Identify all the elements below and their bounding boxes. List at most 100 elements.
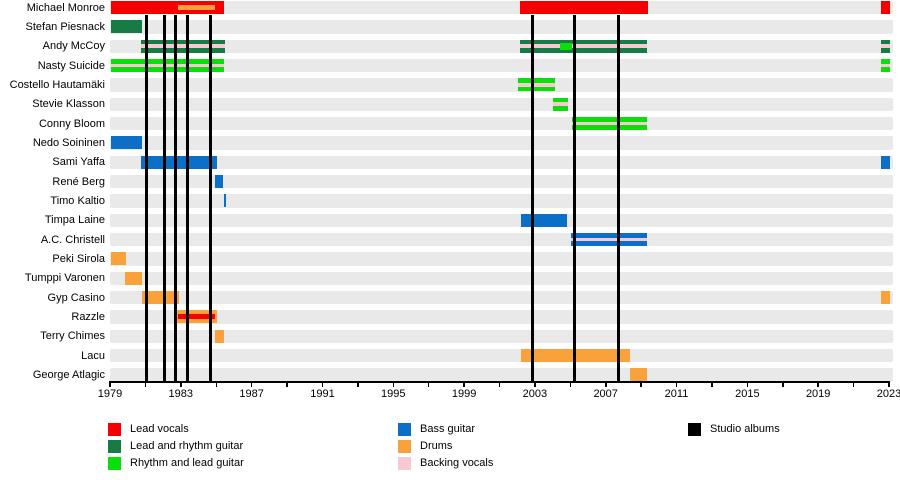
legend-label-lead-vocals: Lead vocals	[130, 423, 189, 435]
member-label-a-c-christell: A.C. Christell	[40, 233, 105, 246]
axis-label-2011: 2011	[664, 388, 689, 400]
row-band-sami-yaffa	[110, 155, 893, 169]
role-bar-gyp-casino-drums	[881, 291, 890, 305]
row-band-stevie-klasson	[110, 97, 893, 111]
member-label-razzle: Razzle	[71, 310, 105, 323]
studio-album-line	[162, 15, 166, 382]
member-label-lacu: Lacu	[81, 349, 105, 362]
legend-label-studio-albums: Studio albums	[710, 423, 780, 435]
member-label-stevie-klasson: Stevie Klasson	[32, 98, 105, 111]
studio-album-line	[530, 15, 534, 382]
legend-label-bass-guitar: Bass guitar	[420, 423, 476, 435]
row-band-stefan-piesnack	[110, 20, 893, 34]
axis-label-1983: 1983	[168, 388, 194, 400]
member-label-tumppi-varonen: Tumppi Varonen	[24, 272, 105, 285]
overlay-stripe-drums	[178, 5, 216, 11]
row-band-costello-hautam-ki	[110, 78, 893, 92]
overlay-stripe-rhythm_lead_guitar	[559, 43, 573, 50]
studio-album-line	[174, 15, 177, 382]
row-band-timpa-laine	[110, 213, 893, 227]
role-bar-timo-kaltio-bass	[224, 194, 226, 208]
row-band-lacu	[110, 348, 893, 363]
member-label-peki-sirola: Peki Sirola	[52, 252, 105, 265]
legend-label-backing-vocals: Backing vocals	[420, 457, 494, 469]
axis-tick	[250, 382, 253, 387]
axis-label-1987: 1987	[239, 388, 264, 400]
member-label-stefan-piesnack: Stefan Piesnack	[25, 20, 106, 33]
role-bar-andy-mccoy-lead_rhythm_guitar	[881, 39, 890, 53]
role-bar-sami-yaffa-bass	[881, 155, 890, 169]
member-label-conny-bloom: Conny Bloom	[38, 117, 105, 130]
axis-tick	[640, 382, 642, 387]
legend-swatch-backing-vocals	[398, 457, 411, 470]
row-band-a-c-christell	[110, 232, 893, 247]
role-bar-stefan-piesnack-lead_rhythm_guitar	[110, 20, 142, 34]
axis-tick	[711, 382, 713, 387]
row-band-peki-sirola	[110, 252, 893, 266]
row-band-nasty-suicide	[110, 58, 893, 73]
axis-tick	[605, 382, 607, 387]
row-band-nedo-soininen	[110, 136, 893, 150]
axis-tick	[321, 382, 324, 387]
member-label-ren-berg: René Berg	[52, 175, 105, 188]
axis-label-2003: 2003	[522, 388, 548, 400]
member-label-andy-mccoy: Andy McCoy	[42, 40, 105, 53]
row-band-george-atlagic	[110, 368, 893, 382]
member-label-costello-hautam-ki: Costello Hautamäki	[9, 78, 105, 91]
legend-swatch-drums	[398, 440, 411, 453]
legend-swatch-bass-guitar	[398, 423, 411, 436]
role-bar-timpa-laine-bass	[520, 213, 567, 227]
axis-tick	[286, 382, 288, 387]
row-band-razzle	[110, 310, 893, 324]
axis-tick	[852, 382, 855, 387]
legend-swatch-studio-albums	[688, 423, 701, 436]
legend-label-drums: Drums	[420, 440, 453, 452]
role-bar-michael-monroe-lead_vocals	[519, 1, 649, 15]
axis-label-1999: 1999	[451, 388, 477, 400]
overlay-stripe-backing_vocals	[572, 121, 648, 126]
axis-label-1979: 1979	[97, 388, 123, 400]
studio-album-line	[573, 15, 577, 382]
studio-album-line	[144, 15, 148, 382]
overlay-stripe-backing_vocals	[110, 63, 225, 68]
role-bar-peki-sirola-drums	[110, 252, 126, 266]
role-bar-nasty-suicide-rhythm_lead_guitar	[881, 59, 890, 73]
member-label-nedo-soininen: Nedo Soininen	[32, 136, 105, 149]
row-band-gyp-casino	[110, 290, 893, 305]
role-bar-a-c-christell-bass	[571, 233, 648, 247]
row-band-terry-chimes	[110, 329, 893, 343]
axis-tick	[463, 382, 465, 387]
member-label-timo-kaltio: Timo Kaltio	[50, 194, 105, 207]
role-bar-michael-monroe-lead_vocals	[110, 1, 225, 15]
overlay-stripe-backing_vocals	[519, 44, 648, 49]
studio-album-line	[185, 15, 189, 382]
overlay-stripe-backing_vocals	[141, 44, 226, 49]
axis-tick	[888, 382, 890, 387]
x-axis-line	[109, 381, 890, 383]
axis-tick	[392, 382, 394, 387]
role-bar-andy-mccoy-lead_rhythm_guitar	[519, 39, 648, 53]
member-label-sami-yaffa: Sami Yaffa	[52, 156, 105, 169]
role-bar-tumppi-varonen-drums	[125, 271, 142, 285]
axis-label-1995: 1995	[381, 388, 406, 400]
axis-tick	[427, 382, 430, 387]
role-bar-ren-berg-bass	[215, 175, 224, 189]
axis-tick	[109, 382, 111, 387]
axis-tick	[782, 382, 784, 387]
role-bar-andy-mccoy-lead_rhythm_guitar	[141, 39, 226, 53]
overlay-stripe-lead_vocals	[178, 314, 216, 320]
axis-label-2015: 2015	[735, 388, 760, 400]
row-band-conny-bloom	[110, 116, 893, 131]
legend-swatch-rhythm-and-lead-guitar	[108, 457, 121, 470]
overlay-stripe-backing_vocals	[518, 83, 556, 87]
axis-tick	[675, 382, 678, 387]
row-band-timo-kaltio	[110, 194, 893, 208]
member-label-michael-monroe: Michael Monroe	[26, 1, 105, 14]
member-label-george-atlagic: George Atlagic	[32, 368, 105, 381]
overlay-stripe-backing_vocals	[571, 237, 648, 242]
axis-label-2007: 2007	[593, 388, 618, 400]
role-bar-george-atlagic-drums	[629, 368, 648, 382]
row-band-tumppi-varonen	[110, 271, 893, 285]
axis-tick	[180, 382, 182, 387]
